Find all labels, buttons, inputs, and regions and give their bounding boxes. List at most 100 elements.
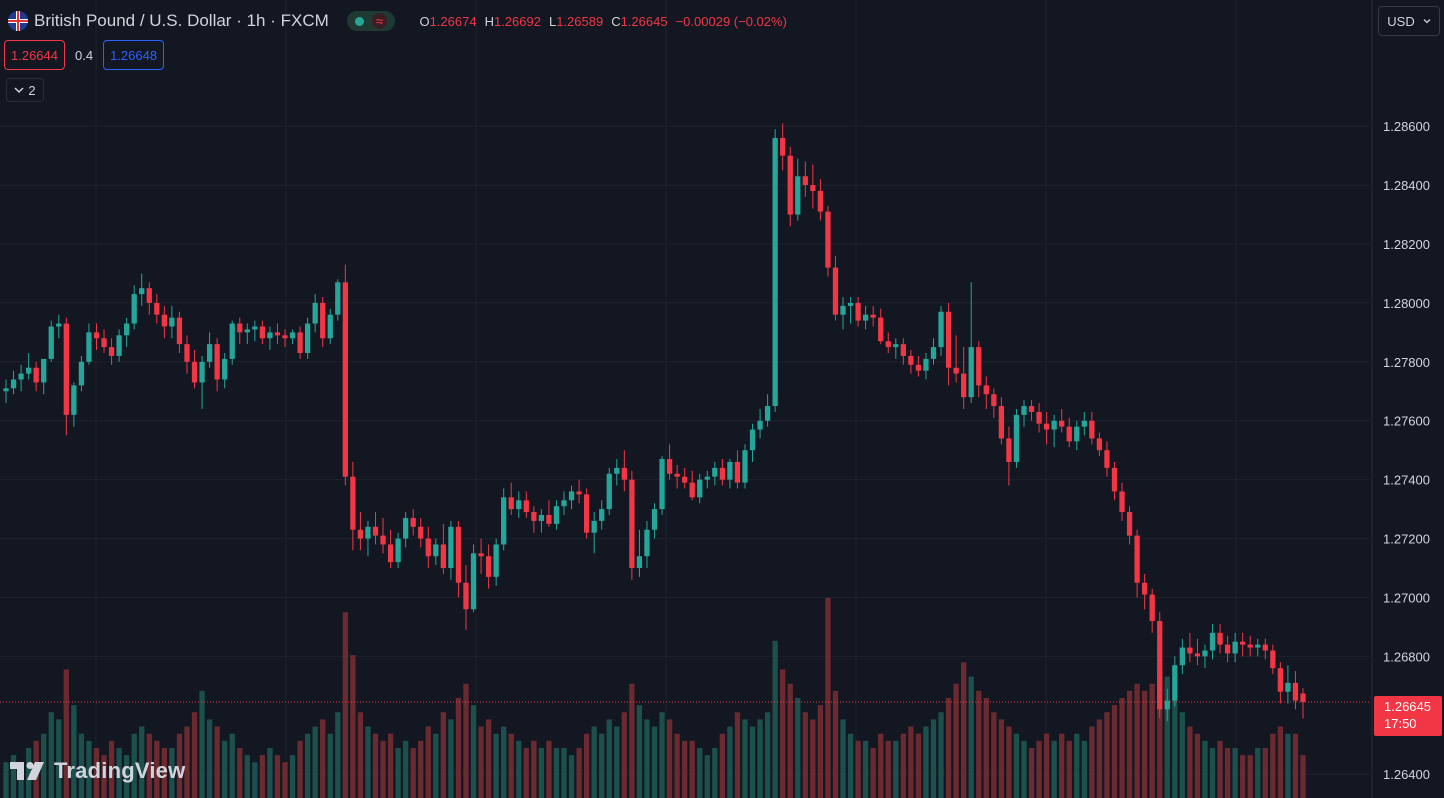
candle — [86, 323, 92, 365]
candle — [214, 338, 220, 392]
candle — [727, 459, 733, 489]
volume-bar — [651, 726, 658, 798]
candle — [56, 314, 62, 339]
candle — [1240, 632, 1246, 657]
market-status[interactable]: ≈ — [346, 11, 396, 31]
candle — [697, 473, 703, 504]
chart-header: British Pound / U.S. Dollar · 1h · FXCM … — [8, 8, 787, 34]
volume-bar — [712, 748, 718, 798]
candle — [501, 488, 507, 551]
ohlc-change: −0.00029 (−0.02%) — [675, 13, 787, 29]
candle — [463, 565, 469, 630]
candle — [870, 305, 876, 327]
volume-bar — [365, 726, 371, 798]
candle — [787, 146, 793, 227]
candle — [863, 305, 869, 330]
volume-bar — [1036, 740, 1042, 798]
volume-bar — [357, 712, 364, 798]
candle — [893, 338, 899, 359]
volume-bar — [161, 748, 167, 798]
volume-bar — [403, 740, 409, 798]
volume-bar — [199, 690, 205, 798]
candle — [1277, 662, 1284, 704]
volume-bar — [169, 748, 175, 798]
ohlc-high: H1.26692 — [484, 13, 541, 29]
candle — [10, 370, 17, 395]
volume-bar — [252, 762, 258, 798]
volume-bar — [1006, 726, 1012, 798]
volume-bar — [214, 726, 220, 798]
volume-bar — [961, 662, 967, 798]
volume-bar — [930, 719, 937, 798]
tradingview-logo-icon — [10, 762, 44, 780]
buy-button[interactable]: 1.26648 — [103, 40, 165, 70]
candle — [591, 512, 597, 554]
candle — [1232, 632, 1238, 663]
tradingview-logo[interactable]: TradingView — [10, 758, 185, 784]
volume-bar — [191, 712, 198, 798]
volume-bar — [870, 748, 876, 798]
candle — [48, 320, 54, 362]
volume-bar — [1277, 726, 1284, 798]
volume-bar — [953, 683, 959, 798]
volume-bar — [614, 726, 620, 798]
gbp-usd-flag-icon — [8, 11, 28, 31]
volume-bar — [297, 740, 303, 798]
candle — [1119, 482, 1125, 521]
volume-bar — [847, 733, 854, 798]
candle — [357, 512, 364, 551]
sell-button[interactable]: 1.26644 — [4, 40, 65, 70]
volume-bar — [1028, 748, 1035, 798]
symbol-title[interactable]: British Pound / U.S. Dollar · 1h · FXCM — [34, 11, 329, 30]
volume-bar — [327, 733, 333, 798]
candle — [108, 338, 115, 365]
candle — [267, 326, 273, 351]
volume-bar — [553, 748, 560, 798]
volume-bar — [1194, 733, 1201, 798]
currency-select[interactable]: USD — [1378, 6, 1440, 36]
volume-bar — [938, 712, 944, 798]
data-delay-icon: ≈ — [371, 13, 388, 29]
candle — [802, 161, 808, 197]
candle — [191, 350, 198, 389]
volume-bar — [1292, 733, 1299, 798]
candle — [568, 485, 575, 510]
candle — [516, 491, 522, 518]
volume-bar — [124, 755, 130, 798]
candle — [470, 544, 477, 613]
volume-bar — [742, 719, 748, 798]
candle — [825, 205, 831, 277]
volume-bar — [206, 719, 213, 798]
volume-bar — [802, 712, 808, 798]
candle — [991, 388, 997, 418]
candle — [372, 512, 379, 545]
candle — [968, 282, 974, 404]
candle — [116, 329, 122, 362]
volume-bar — [1021, 740, 1027, 798]
volume-bar — [312, 726, 318, 798]
ohlc-close: C1.26645 — [611, 13, 668, 29]
volume-bar — [666, 719, 673, 798]
candle — [1157, 612, 1163, 719]
volume-bar — [1089, 726, 1095, 798]
volume-bar — [380, 740, 386, 798]
price-tick-label: 1.28400 — [1383, 178, 1430, 193]
volume-bar — [229, 733, 235, 798]
grid-lines — [0, 0, 1370, 798]
volume-bar — [531, 740, 537, 798]
candle — [418, 517, 424, 548]
candle — [1036, 403, 1042, 433]
candle — [297, 326, 303, 359]
candle — [682, 467, 688, 489]
volume-bar — [1142, 690, 1148, 798]
price-tick-label: 1.27200 — [1383, 532, 1430, 547]
volume-bar — [629, 683, 635, 798]
ohlc-open: O1.26674 — [419, 13, 477, 29]
candle — [780, 123, 786, 171]
price-axis[interactable]: 1.28600 1.28400 1.28200 1.28000 1.27800 1.276… — [1371, 0, 1430, 798]
candle — [448, 520, 454, 580]
volume-bar — [448, 719, 454, 798]
indicators-toggle-button[interactable]: 2 — [6, 78, 44, 102]
volume-bar — [86, 740, 92, 798]
